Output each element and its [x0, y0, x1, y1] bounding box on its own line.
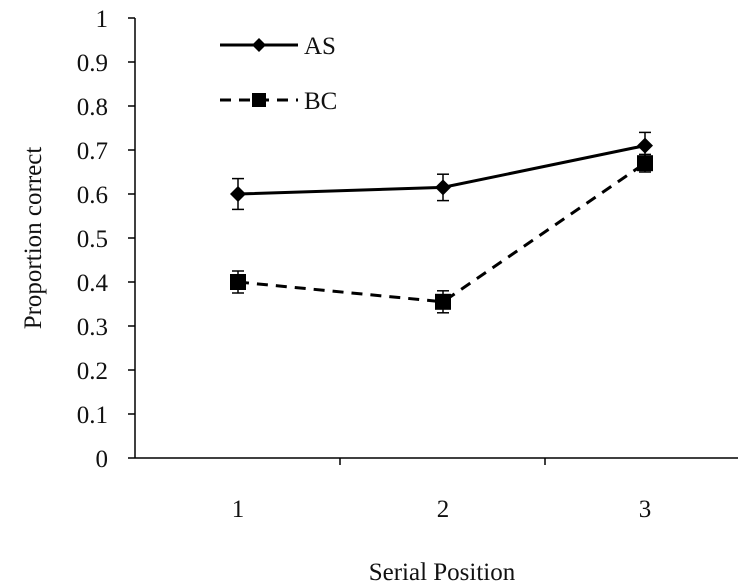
axes [134, 18, 738, 459]
x-tick-label: 3 [639, 496, 652, 523]
y-axis-title: Proportion correct [20, 147, 47, 330]
y-tick-label: 0.5 [77, 226, 108, 253]
y-tick-label: 0.9 [77, 50, 108, 77]
legend-marker-as [252, 38, 266, 52]
legend-label-as: AS [304, 33, 336, 60]
x-tick-label: 1 [232, 496, 245, 523]
y-tick-label: 0.6 [77, 182, 108, 209]
y-tick-label: 0.8 [77, 94, 108, 121]
y-tick-label: 0.1 [77, 402, 108, 429]
y-tick-label: 0.4 [77, 270, 109, 297]
y-tick-label: 1 [96, 6, 109, 33]
y-tick-label: 0.3 [77, 314, 108, 341]
data-point-as [637, 137, 653, 154]
legend-item-bc: BC [220, 88, 337, 115]
y-ticks: 0 0.1 0.2 0.3 0.4 0.5 0.6 0.7 0.8 0.9 1 [77, 6, 135, 473]
y-tick-label: 0 [96, 446, 109, 473]
series-line-bc [237, 161, 646, 304]
legend-item-as: AS [220, 33, 336, 60]
data-point-bc [435, 293, 451, 310]
series-as [230, 131, 653, 211]
legend-marker-bc [252, 93, 266, 107]
series-layer [230, 131, 653, 314]
y-tick-label: 0.7 [77, 138, 108, 165]
x-ticks: 1 2 3 [232, 458, 652, 523]
x-axis-title: Serial Position [369, 559, 516, 586]
data-point-bc [637, 155, 653, 172]
legend-label-bc: BC [304, 88, 337, 115]
y-tick-label: 0.2 [77, 358, 108, 385]
data-point-as [230, 186, 246, 202]
series-bc [230, 153, 653, 314]
x-tick-label: 2 [437, 496, 450, 523]
legend: AS BC [220, 33, 337, 115]
data-point-bc [230, 274, 246, 290]
data-point-as [435, 179, 451, 196]
